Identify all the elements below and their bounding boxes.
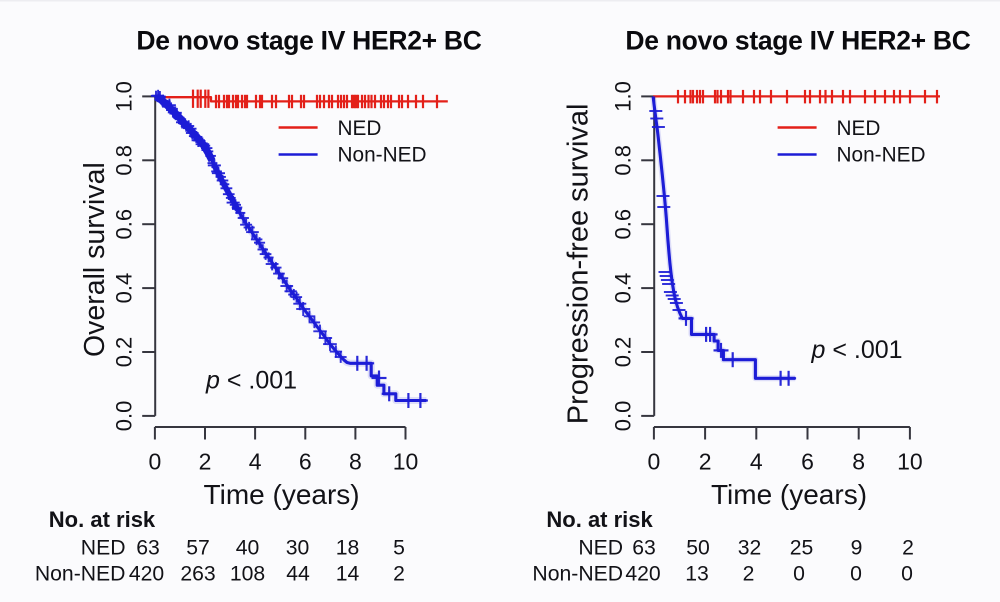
svg-text:25: 25 [790, 537, 814, 560]
svg-text:4: 4 [249, 449, 262, 475]
svg-text:Non-NED: Non-NED [837, 144, 926, 167]
svg-text:63: 63 [632, 537, 656, 560]
svg-text:1.0: 1.0 [112, 81, 137, 112]
svg-text:0.4: 0.4 [611, 273, 636, 304]
svg-text:420: 420 [129, 563, 164, 586]
svg-text:0.0: 0.0 [112, 401, 137, 432]
svg-text:10: 10 [897, 449, 923, 475]
svg-text:No. at risk: No. at risk [546, 507, 653, 532]
svg-text:p < .001: p < .001 [205, 366, 297, 394]
svg-text:p < .001: p < .001 [811, 336, 903, 364]
svg-text:9: 9 [851, 537, 863, 560]
svg-text:0.8: 0.8 [611, 145, 636, 176]
svg-text:0: 0 [648, 449, 661, 475]
svg-text:NED: NED [338, 117, 382, 140]
svg-text:NED: NED [837, 117, 881, 140]
svg-text:Time (years): Time (years) [204, 479, 360, 510]
svg-text:0.4: 0.4 [112, 273, 137, 304]
svg-text:Progression-free survival: Progression-free survival [563, 104, 595, 425]
svg-text:57: 57 [186, 537, 210, 560]
svg-text:No. at risk: No. at risk [49, 507, 156, 532]
svg-text:0.6: 0.6 [611, 209, 636, 240]
svg-text:44: 44 [286, 563, 310, 586]
svg-text:Non-NED: Non-NED [338, 144, 427, 167]
svg-text:Non-NED: Non-NED [532, 563, 623, 586]
svg-text:30: 30 [286, 537, 310, 560]
svg-text:0.8: 0.8 [112, 145, 137, 176]
svg-text:2: 2 [199, 449, 212, 475]
svg-text:14: 14 [336, 563, 360, 586]
svg-text:1.0: 1.0 [611, 81, 636, 112]
svg-text:13: 13 [685, 563, 709, 586]
svg-text:6: 6 [299, 449, 312, 475]
svg-text:8: 8 [349, 449, 362, 475]
svg-text:32: 32 [738, 537, 762, 560]
svg-text:4: 4 [750, 449, 763, 475]
svg-text:0.6: 0.6 [112, 209, 137, 240]
svg-text:263: 263 [180, 563, 215, 586]
svg-text:18: 18 [336, 537, 360, 560]
svg-text:0.2: 0.2 [611, 337, 636, 368]
svg-text:Overall survival: Overall survival [79, 162, 111, 357]
svg-text:De novo stage IV HER2+ BC: De novo stage IV HER2+ BC [625, 26, 970, 56]
svg-text:0: 0 [901, 563, 913, 586]
svg-text:NED: NED [81, 537, 126, 560]
svg-text:40: 40 [236, 537, 260, 560]
svg-text:0: 0 [850, 563, 862, 586]
svg-text:50: 50 [686, 537, 710, 560]
svg-text:0.2: 0.2 [112, 337, 137, 368]
svg-text:10: 10 [393, 449, 419, 475]
svg-text:6: 6 [801, 449, 814, 475]
svg-text:2: 2 [393, 563, 405, 586]
svg-text:2: 2 [902, 537, 914, 560]
svg-text:0: 0 [149, 449, 162, 475]
svg-text:NED: NED [578, 537, 623, 560]
svg-text:108: 108 [230, 563, 265, 586]
svg-text:5: 5 [393, 537, 405, 560]
svg-text:De novo stage IV HER2+ BC: De novo stage IV HER2+ BC [136, 26, 481, 56]
svg-text:Time (years): Time (years) [711, 479, 867, 510]
svg-text:0: 0 [793, 563, 805, 586]
svg-text:0.0: 0.0 [611, 401, 636, 432]
svg-text:2: 2 [743, 563, 755, 586]
svg-text:2: 2 [699, 449, 712, 475]
svg-text:63: 63 [136, 537, 160, 560]
svg-text:8: 8 [852, 449, 865, 475]
svg-text:420: 420 [625, 563, 660, 586]
svg-text:Non-NED: Non-NED [35, 563, 126, 586]
